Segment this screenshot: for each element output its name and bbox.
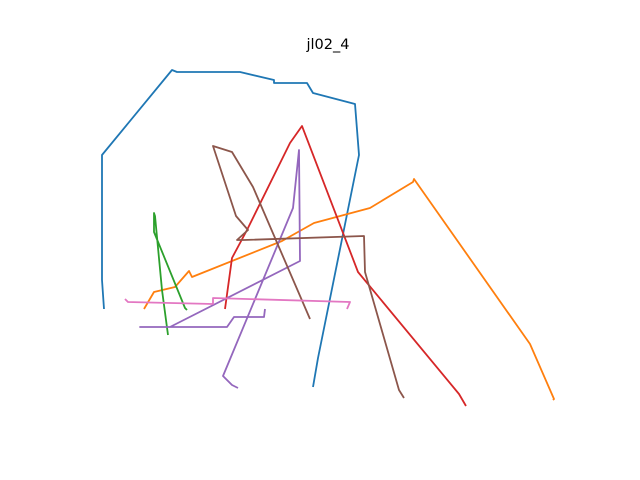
series-group [101, 69, 555, 407]
chart-title: jl02_4 [306, 37, 350, 53]
series-line-6 [212, 145, 405, 399]
series-line-5 [139, 149, 301, 389]
series-line-1 [101, 69, 360, 388]
series-line-4 [224, 125, 467, 407]
series-line-2 [143, 178, 555, 401]
series-line-3 [153, 212, 188, 336]
series-line-7 [124, 297, 351, 310]
